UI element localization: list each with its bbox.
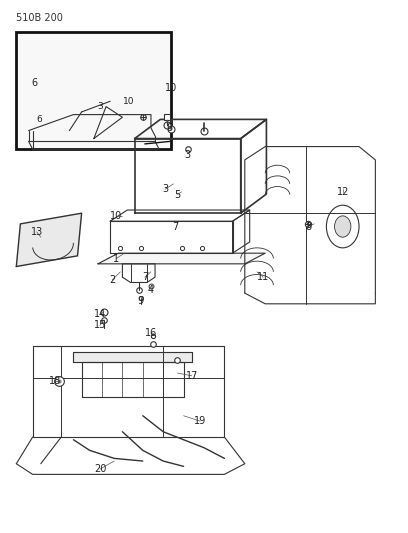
Text: 3: 3 <box>97 102 103 111</box>
Circle shape <box>335 216 351 237</box>
Polygon shape <box>16 213 82 266</box>
Text: 5: 5 <box>174 190 181 199</box>
Text: 1: 1 <box>113 254 120 263</box>
Text: 2: 2 <box>109 275 115 285</box>
Text: 17: 17 <box>186 371 198 381</box>
Text: 7: 7 <box>142 272 148 282</box>
Text: 10: 10 <box>165 83 177 93</box>
Text: 9: 9 <box>137 296 144 306</box>
Text: 3: 3 <box>184 150 191 159</box>
Polygon shape <box>98 253 265 264</box>
Text: 11: 11 <box>257 272 269 282</box>
Bar <box>16 32 171 149</box>
Text: 18: 18 <box>49 376 61 386</box>
Circle shape <box>326 205 359 248</box>
Text: 12: 12 <box>337 187 349 197</box>
Text: 16: 16 <box>145 328 157 338</box>
Polygon shape <box>73 352 192 362</box>
Text: 19: 19 <box>194 416 206 426</box>
Text: 6: 6 <box>31 78 38 87</box>
Text: 15: 15 <box>94 320 106 330</box>
Text: 7: 7 <box>172 222 179 231</box>
Text: 20: 20 <box>94 464 106 474</box>
Text: 6: 6 <box>166 123 173 133</box>
Text: 8: 8 <box>305 222 311 231</box>
Text: 4: 4 <box>148 286 154 295</box>
Text: 3: 3 <box>162 184 169 194</box>
Text: 13: 13 <box>31 227 43 237</box>
Text: 510B 200: 510B 200 <box>16 13 63 23</box>
Text: 14: 14 <box>94 310 106 319</box>
Text: 10: 10 <box>123 97 134 106</box>
Text: 10: 10 <box>110 211 122 221</box>
Text: 6: 6 <box>36 116 42 124</box>
